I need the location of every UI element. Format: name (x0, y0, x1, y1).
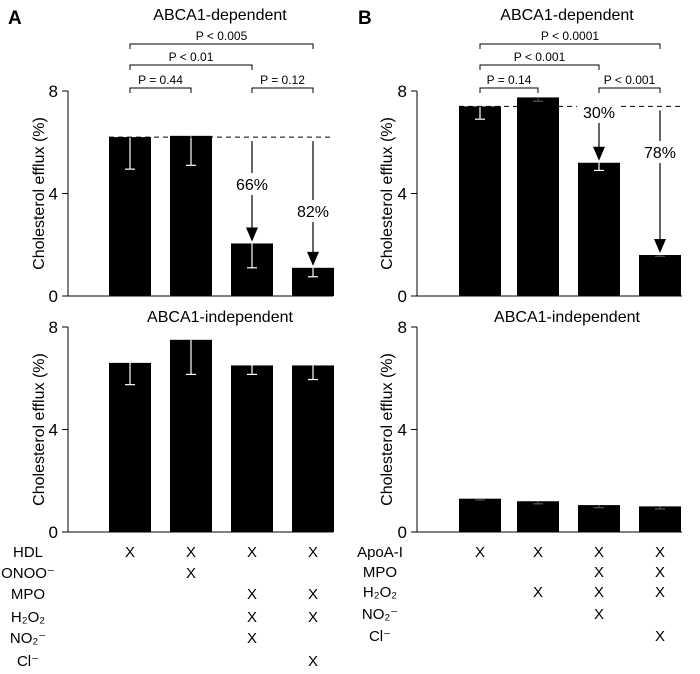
treatment-mark: X (655, 584, 665, 601)
panel-label: A (8, 8, 22, 29)
y-tick-label: 0 (398, 287, 407, 306)
p-value-label: P < 0.001 (604, 73, 656, 87)
arrow-head-icon (654, 239, 666, 253)
treatment-label: MPO (363, 564, 397, 581)
treatment-mark: X (308, 609, 318, 626)
label-background (230, 173, 274, 195)
treatment-label: NO₂⁻ (10, 630, 46, 647)
bar (639, 255, 681, 296)
y-tick-label: 8 (49, 82, 58, 101)
bar (578, 505, 620, 532)
comparison-bracket (129, 43, 314, 49)
y-tick-label: 8 (398, 318, 407, 337)
treatment-mark: X (594, 606, 604, 623)
treatment-mark: X (655, 628, 665, 645)
treatment-label: MPO (11, 586, 45, 603)
treatment-mark: X (308, 586, 318, 603)
bar (639, 506, 681, 532)
y-tick-label: 4 (49, 185, 58, 204)
y-tick-label: 4 (398, 185, 407, 204)
y-tick-label: 4 (49, 421, 58, 440)
treatment-mark: X (655, 544, 665, 561)
p-value-label: P < 0.005 (196, 29, 248, 43)
reduction-label: 78% (644, 145, 676, 162)
y-axis-label: Cholesterol efflux (%) (31, 117, 48, 270)
treatment-mark: X (533, 584, 543, 601)
treatment-mark: X (594, 584, 604, 601)
treatment-mark: X (186, 565, 196, 582)
bar (517, 97, 559, 296)
reduction-label: 66% (236, 177, 268, 194)
treatment-label: HDL (13, 544, 43, 561)
bar (517, 501, 559, 532)
treatment-mark: X (308, 544, 318, 561)
label-background (577, 101, 621, 123)
bar (578, 162, 620, 296)
chart-title: ABCA1-dependent (500, 7, 634, 24)
y-tick-label: 4 (398, 421, 407, 440)
label-background (291, 200, 335, 222)
y-tick-label: 0 (49, 287, 58, 306)
treatment-mark: X (247, 630, 257, 647)
p-value-label: P < 0.001 (514, 50, 566, 64)
bar (109, 362, 151, 532)
label-background (638, 141, 682, 163)
y-tick-label: 8 (398, 82, 407, 101)
arrow-head-icon (307, 251, 319, 266)
treatment-label: Cl⁻ (369, 628, 391, 645)
p-value-label: P = 0.12 (260, 73, 305, 87)
reduction-label: 82% (297, 204, 329, 221)
treatment-label: NO₂⁻ (362, 606, 398, 623)
comparison-bracket (129, 64, 253, 70)
treatment-mark: X (594, 544, 604, 561)
treatment-mark: X (475, 544, 485, 561)
treatment-mark: X (186, 544, 196, 561)
comparison-bracket (251, 87, 314, 93)
treatment-mark: X (247, 586, 257, 603)
y-tick-label: 0 (49, 523, 58, 542)
bar (231, 365, 273, 532)
treatment-label: ONOO⁻ (1, 565, 55, 582)
p-value-label: P < 0.0001 (541, 29, 599, 43)
treatment-mark: X (247, 609, 257, 626)
comparison-bracket (479, 87, 539, 93)
y-tick-label: 0 (398, 523, 407, 542)
arrow-head-icon (246, 227, 258, 242)
chart-title: ABCA1-independent (147, 309, 293, 326)
treatment-label: H₂O₂ (11, 609, 45, 626)
comparison-bracket (129, 87, 192, 93)
treatment-mark: X (655, 564, 665, 581)
panel-label: B (358, 8, 372, 29)
p-value-label: P < 0.01 (169, 50, 214, 64)
bar (459, 106, 501, 296)
treatment-mark: X (308, 653, 318, 670)
treatment-mark: X (247, 544, 257, 561)
treatment-mark: X (533, 544, 543, 561)
arrow-head-icon (593, 146, 605, 161)
bar (292, 365, 334, 532)
y-tick-label: 8 (49, 318, 58, 337)
comparison-bracket (479, 64, 600, 70)
p-value-label: P = 0.44 (138, 73, 183, 87)
comparison-bracket (598, 87, 661, 93)
y-axis-label: Cholesterol efflux (%) (379, 117, 396, 270)
treatment-label: ApoA-I (357, 544, 403, 561)
reduction-label: 30% (583, 105, 615, 122)
chart-title: ABCA1-independent (494, 309, 640, 326)
treatment-label: H₂O₂ (363, 584, 397, 601)
y-axis-label: Cholesterol efflux (%) (31, 353, 48, 506)
treatment-mark: X (594, 564, 604, 581)
treatment-label: Cl⁻ (17, 653, 39, 670)
p-value-label: P = 0.14 (487, 73, 532, 87)
y-axis-label: Cholesterol efflux (%) (379, 353, 396, 506)
chart-title: ABCA1-dependent (153, 7, 287, 24)
treatment-mark: X (125, 544, 135, 561)
comparison-bracket (479, 43, 661, 49)
bar (459, 498, 501, 532)
